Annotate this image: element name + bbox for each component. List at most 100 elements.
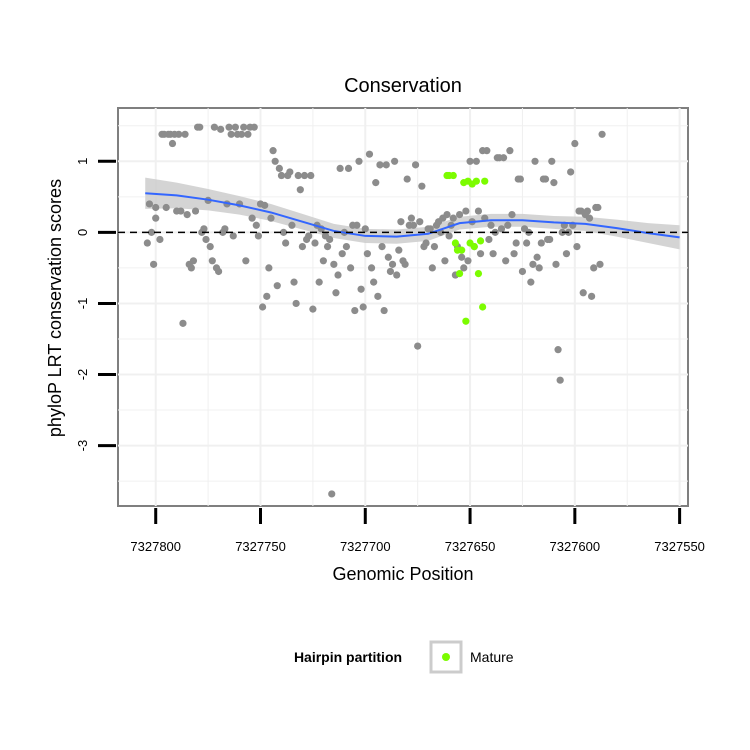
plot-panel [117, 107, 689, 507]
data-point [252, 221, 260, 229]
mature-data-point [470, 242, 478, 251]
data-point [537, 239, 545, 247]
data-point [588, 292, 596, 300]
data-point [319, 257, 327, 265]
data-point [464, 257, 472, 265]
x-tick-label: 7327750 [235, 539, 286, 554]
data-point [261, 201, 269, 209]
data-point [556, 376, 564, 384]
data-point [181, 130, 189, 138]
data-point [485, 235, 493, 244]
data-point [309, 305, 317, 313]
data-point [462, 207, 470, 215]
x-tick-label: 7327800 [130, 539, 181, 554]
data-point [265, 264, 273, 272]
mature-data-point [451, 239, 459, 247]
legend-title: Hairpin partition [294, 649, 402, 665]
smooth-line [145, 192, 680, 239]
data-point [292, 299, 300, 308]
data-point [145, 200, 154, 208]
data-point [269, 147, 277, 155]
data-point [386, 267, 395, 276]
data-point [328, 490, 336, 498]
data-point [242, 257, 250, 265]
data-point [579, 289, 587, 297]
data-point [357, 285, 365, 293]
data-point [548, 157, 556, 165]
legend-label-mature: Mature [470, 649, 514, 665]
data-point [162, 203, 170, 212]
legend: Hairpin partition Mature [294, 640, 514, 674]
data-point [189, 257, 198, 265]
data-point [497, 225, 506, 233]
data-point [210, 123, 218, 131]
x-tick-label: 7327550 [654, 539, 705, 554]
data-point [518, 267, 527, 276]
data-point [168, 139, 177, 148]
mature-data-point [458, 246, 466, 254]
mature-data-point [479, 303, 487, 311]
data-point [393, 271, 401, 279]
x-tick-label: 7327600 [550, 539, 601, 554]
data-point [535, 264, 543, 272]
data-point [376, 161, 384, 169]
data-point [441, 257, 449, 265]
data-point [330, 260, 338, 268]
data-point [315, 278, 323, 286]
data-point [594, 203, 602, 212]
data-point [554, 346, 562, 354]
data-point [275, 164, 283, 173]
data-point [217, 125, 225, 133]
data-point [263, 292, 271, 300]
data-point [240, 123, 248, 131]
data-point [338, 250, 346, 258]
data-point [382, 161, 390, 169]
y-tick-label: -2 [75, 369, 90, 381]
data-point [455, 211, 464, 219]
data-point [443, 211, 451, 219]
mature-data-point [462, 317, 470, 325]
data-point [177, 207, 185, 215]
data-point [294, 171, 302, 180]
y-tick-label: 0 [75, 229, 90, 236]
data-point [403, 175, 411, 183]
data-point [418, 182, 426, 190]
data-point [487, 221, 495, 229]
data-point [336, 164, 344, 173]
data-point [238, 130, 246, 138]
data-point [258, 303, 267, 311]
data-points [143, 123, 606, 498]
data-point [407, 214, 415, 222]
data-point [175, 130, 183, 138]
data-point [401, 260, 409, 268]
data-point [567, 168, 575, 176]
data-point [527, 278, 535, 286]
data-point [300, 171, 309, 180]
data-point [422, 239, 430, 247]
mature-data-point [474, 269, 483, 278]
data-point [552, 260, 560, 268]
data-point [286, 168, 294, 176]
data-point [460, 264, 468, 272]
legend-key-mature [442, 653, 450, 661]
data-point [531, 157, 539, 165]
data-point [598, 130, 606, 138]
mature-data-point [481, 177, 489, 185]
data-point [384, 253, 392, 261]
data-point [474, 207, 483, 215]
data-point [573, 242, 581, 251]
data-point [200, 225, 208, 233]
data-point [374, 292, 382, 300]
data-point [347, 264, 355, 272]
mature-data-point [472, 177, 480, 185]
data-point [562, 250, 571, 258]
data-point [183, 211, 191, 219]
data-point [506, 147, 514, 155]
data-point [367, 264, 376, 272]
x-tick-label: 7327700 [340, 539, 391, 554]
data-point [414, 342, 422, 350]
y-tick-label: 1 [75, 158, 90, 165]
data-point [499, 154, 508, 162]
data-point [370, 278, 378, 286]
data-point [363, 250, 371, 258]
